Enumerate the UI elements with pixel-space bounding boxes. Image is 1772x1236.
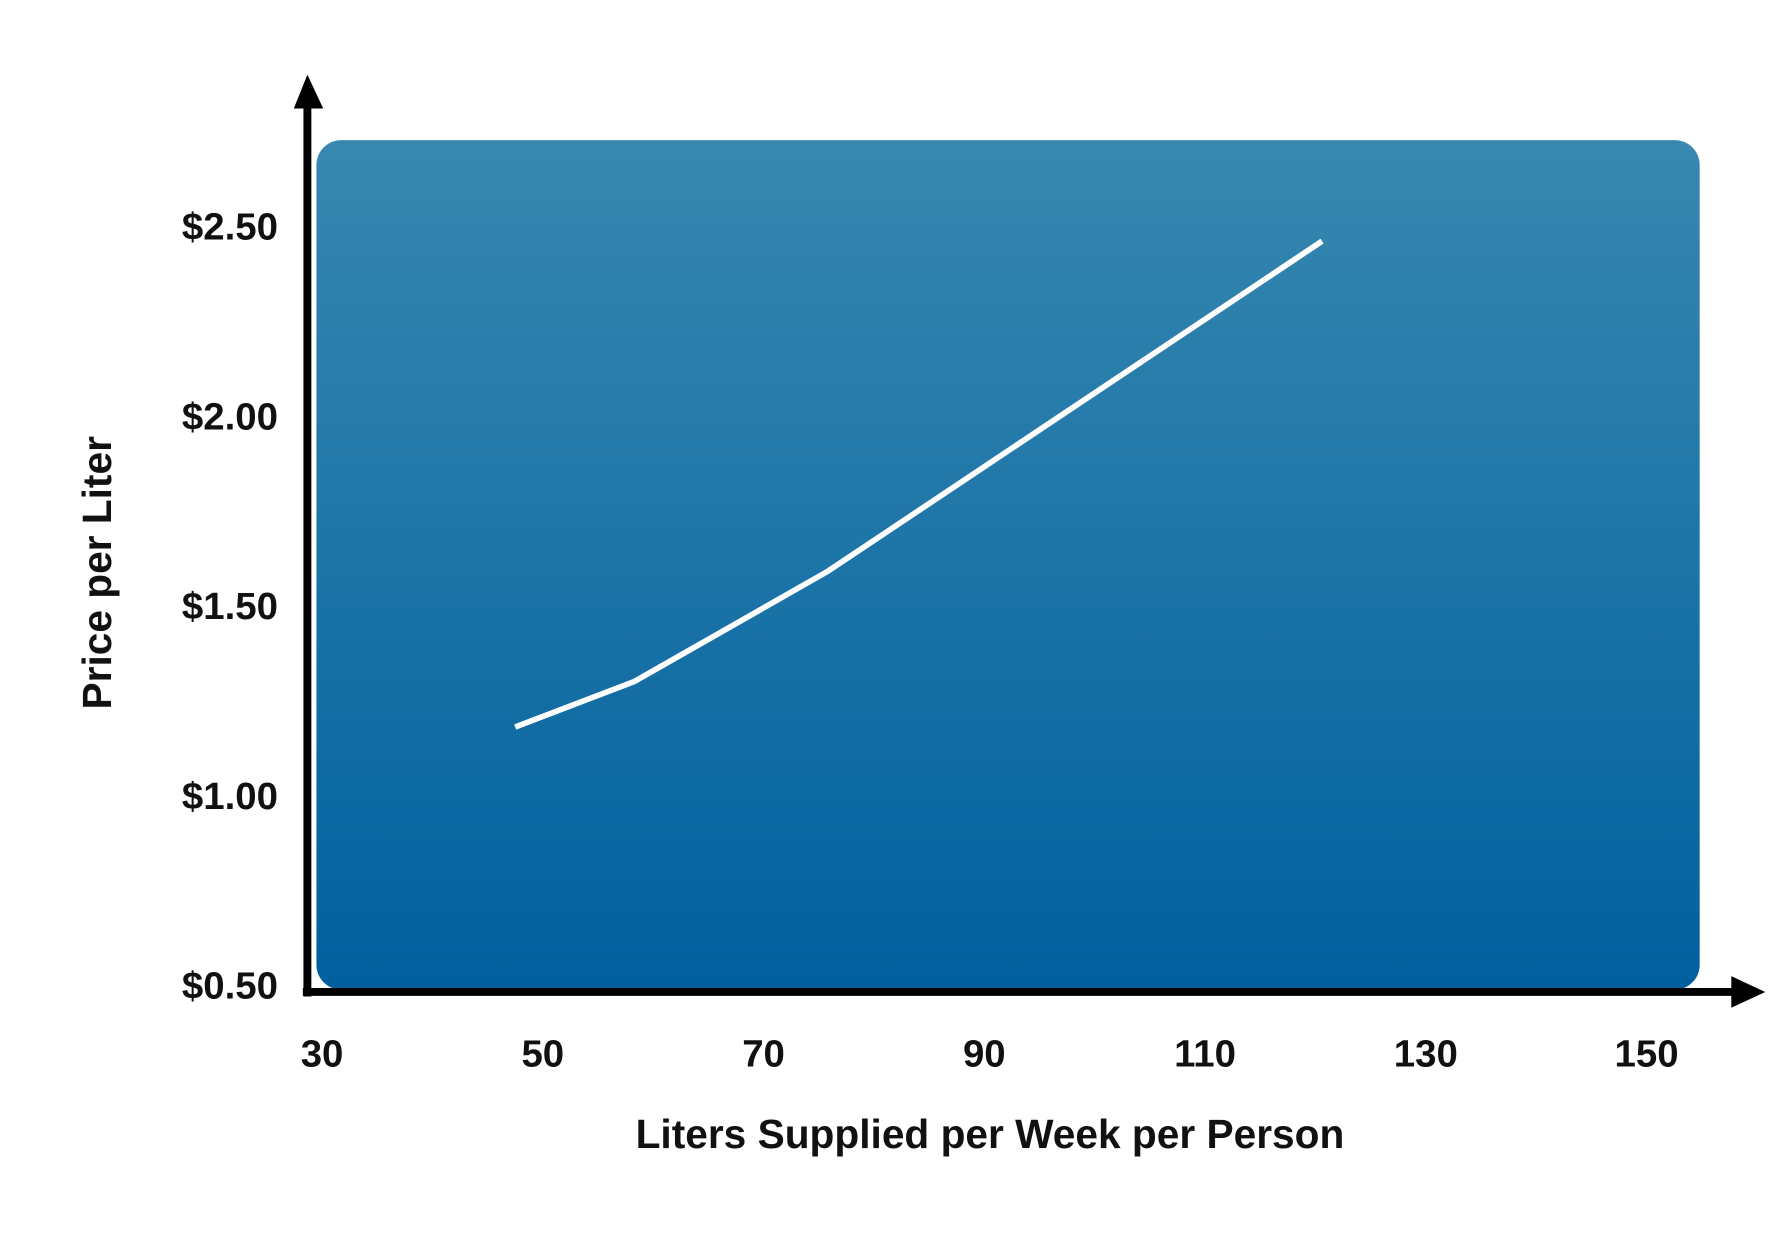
y-tick-label: $0.50: [182, 965, 278, 1008]
y-tick-label: $2.50: [182, 206, 278, 249]
y-tick-label: $2.00: [182, 395, 278, 438]
x-tick-label: 90: [963, 1033, 1006, 1076]
x-tick-label: 70: [742, 1033, 785, 1076]
x-tick-label: 150: [1615, 1033, 1679, 1076]
x-axis-arrow: [1731, 976, 1766, 1008]
y-axis-label: Price per Liter: [74, 436, 120, 710]
y-tick-label: $1.50: [182, 585, 278, 628]
x-axis-label: Liters Supplied per Week per Person: [636, 1111, 1345, 1157]
x-tick-label: 130: [1394, 1033, 1458, 1076]
y-axis-arrow: [293, 74, 324, 109]
y-tick-label: $1.00: [182, 775, 278, 818]
plot-panel: [316, 140, 1700, 990]
x-tick-label: 50: [521, 1033, 564, 1076]
x-tick-label: 110: [1174, 1033, 1236, 1076]
series-line: [514, 238, 1324, 730]
x-tick-label: 30: [301, 1033, 344, 1076]
